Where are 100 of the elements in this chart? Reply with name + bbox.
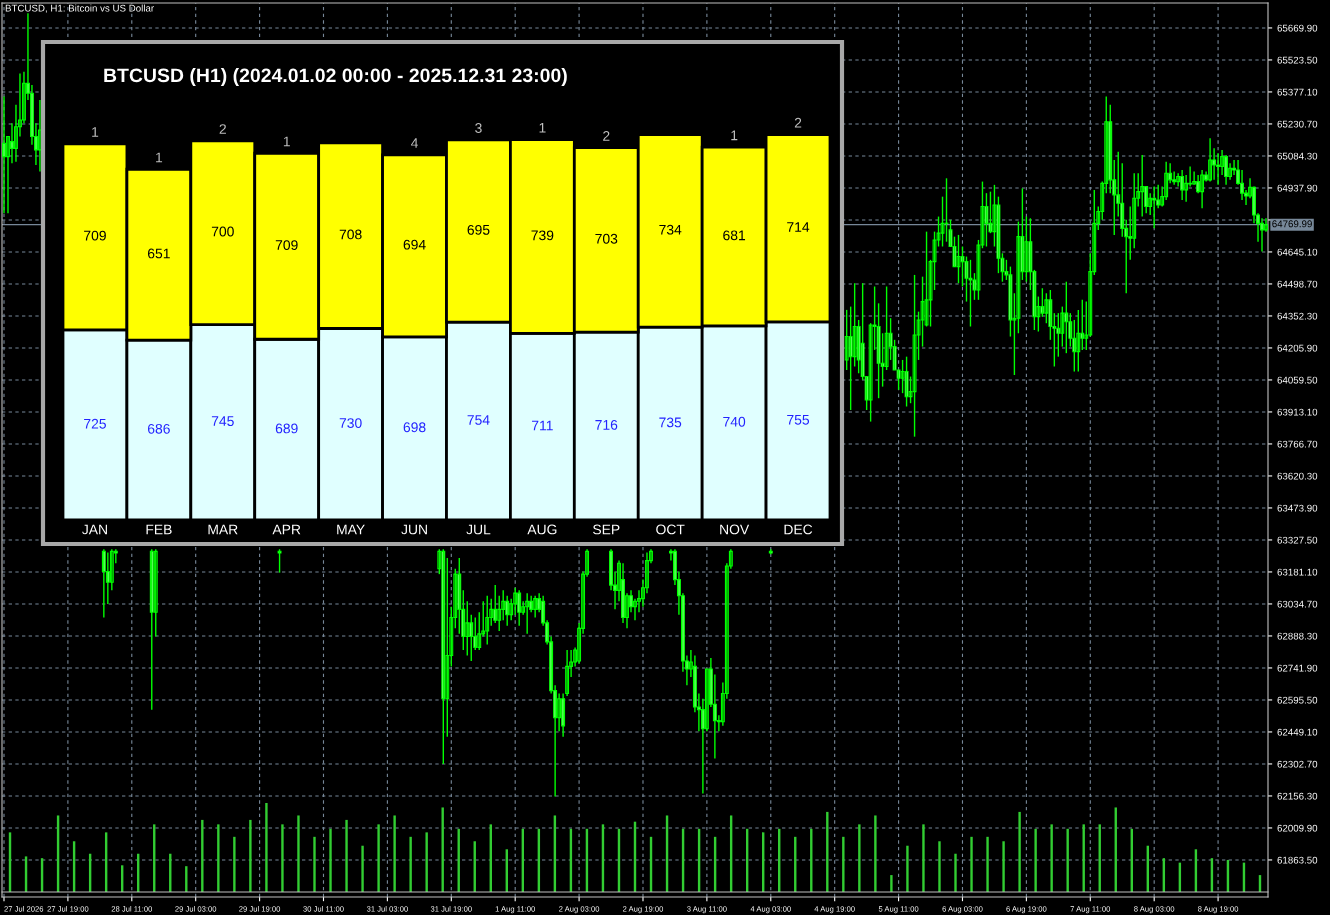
x-tick-label: JAN	[82, 524, 107, 535]
bar	[297, 815, 300, 892]
y-tick-label: 63327.50	[1277, 536, 1318, 544]
annotation: 1	[92, 127, 99, 137]
data-label: 689	[275, 423, 298, 434]
bar	[1066, 828, 1069, 892]
annotation: 1	[731, 130, 738, 141]
data-label: 735	[659, 417, 682, 428]
data-label: 695	[467, 224, 490, 235]
data-label: 703	[595, 233, 618, 244]
y-tick-label: 64352.30	[1277, 312, 1318, 320]
bar	[281, 824, 284, 892]
y-tick-label: 62156.30	[1277, 792, 1318, 800]
bar	[1002, 841, 1005, 892]
x-tick-label: NOV	[720, 524, 750, 535]
bar	[1018, 811, 1021, 892]
bar	[393, 815, 396, 892]
candlestick	[956, 234, 961, 284]
bar	[922, 824, 925, 892]
bar	[217, 824, 220, 892]
bar	[345, 819, 348, 892]
data-label: 708	[339, 229, 362, 240]
data-label: 730	[339, 418, 362, 428]
y-tick-label: 62741.90	[1277, 664, 1318, 672]
annotation: 2	[219, 124, 226, 134]
y-tick-label: 65084.30	[1277, 152, 1318, 160]
data-label: 709	[84, 230, 106, 241]
x-tick-label: OCT	[656, 524, 685, 535]
data-label: 740	[723, 416, 746, 427]
y-tick-label: 65377.10	[1277, 88, 1318, 96]
x-tick-label: MAY	[337, 524, 365, 535]
data-label: 754	[467, 415, 490, 425]
bar	[986, 836, 989, 892]
y-tick-label: 64498.70	[1277, 280, 1318, 288]
x-tick-label: FEB	[146, 524, 172, 535]
y-tick-label: 65230.70	[1277, 120, 1318, 128]
bar	[938, 841, 941, 892]
x-tick-label: JUL	[466, 524, 491, 535]
bar	[329, 828, 332, 892]
bar	[233, 836, 236, 892]
data-label: 698	[403, 422, 426, 433]
data-label: 711	[532, 420, 553, 431]
y-tick-label: 62009.90	[1277, 824, 1318, 832]
annotation: 1	[283, 136, 290, 147]
y-tick-label: 63181.10	[1277, 568, 1318, 576]
y-tick-label: 65669.90	[1277, 24, 1318, 32]
x-tick-label: MAR	[208, 524, 238, 535]
data-label: 709	[275, 240, 298, 250]
x-tick-label: DEC	[784, 524, 813, 535]
data-label: 681	[723, 230, 746, 241]
bar	[874, 815, 877, 892]
data-label: 739	[531, 230, 554, 241]
bar	[313, 836, 316, 892]
data-label: 716	[595, 419, 618, 430]
bar	[249, 819, 252, 892]
y-tick-label: 62302.70	[1277, 760, 1318, 768]
y-tick-label: 63913.10	[1277, 408, 1318, 416]
annotation: 2	[603, 130, 610, 141]
data-label: 745	[211, 416, 234, 426]
chart-title: BTCUSD (H1) (2024.01.02 00:00 - 2025.12.31 23:00)	[104, 67, 567, 87]
bar	[265, 803, 268, 892]
y-tick-label: 61863.50	[1277, 856, 1318, 864]
data-label: 694	[403, 239, 426, 250]
bar	[906, 845, 909, 892]
bar	[409, 836, 412, 892]
y-tick-label: 62888.30	[1277, 632, 1318, 640]
bar	[826, 811, 829, 892]
data-label: 725	[84, 418, 106, 429]
bar	[361, 845, 364, 892]
bar	[970, 836, 973, 892]
y-tick-label: 65523.50	[1277, 56, 1318, 64]
bar	[1034, 828, 1037, 892]
y-tick-label: 63473.90	[1277, 504, 1318, 512]
bar	[1050, 824, 1053, 892]
y-tick-label: 64645.10	[1277, 248, 1318, 256]
x-tick-label: AUG	[527, 524, 557, 535]
annotation: 4	[411, 138, 418, 148]
x-tick-label: JUN	[401, 524, 427, 535]
bar	[377, 824, 380, 892]
x-tick-label: APR	[272, 524, 301, 535]
annotation: 3	[475, 123, 482, 133]
data-label: 714	[787, 222, 810, 232]
candlestick	[277, 548, 282, 574]
y-tick-label: 62595.50	[1277, 696, 1318, 704]
bar	[201, 819, 204, 892]
bar	[858, 824, 861, 892]
ref-line-label: 64769.99	[1272, 220, 1312, 228]
data-label: 734	[659, 224, 682, 235]
bar	[425, 832, 428, 892]
y-tick-label: 63620.30	[1277, 472, 1318, 480]
x-tick-label: SEP	[593, 524, 620, 535]
data-label: 700	[211, 226, 234, 237]
annotation: 2	[794, 117, 802, 128]
data-label: 686	[148, 423, 170, 434]
y-tick-label: 63766.70	[1277, 440, 1318, 448]
y-tick-label: 64205.90	[1277, 344, 1318, 352]
y-tick-label: 64059.50	[1277, 376, 1318, 384]
bar	[842, 836, 845, 892]
bar	[954, 853, 957, 892]
annotation: 1	[156, 152, 163, 163]
